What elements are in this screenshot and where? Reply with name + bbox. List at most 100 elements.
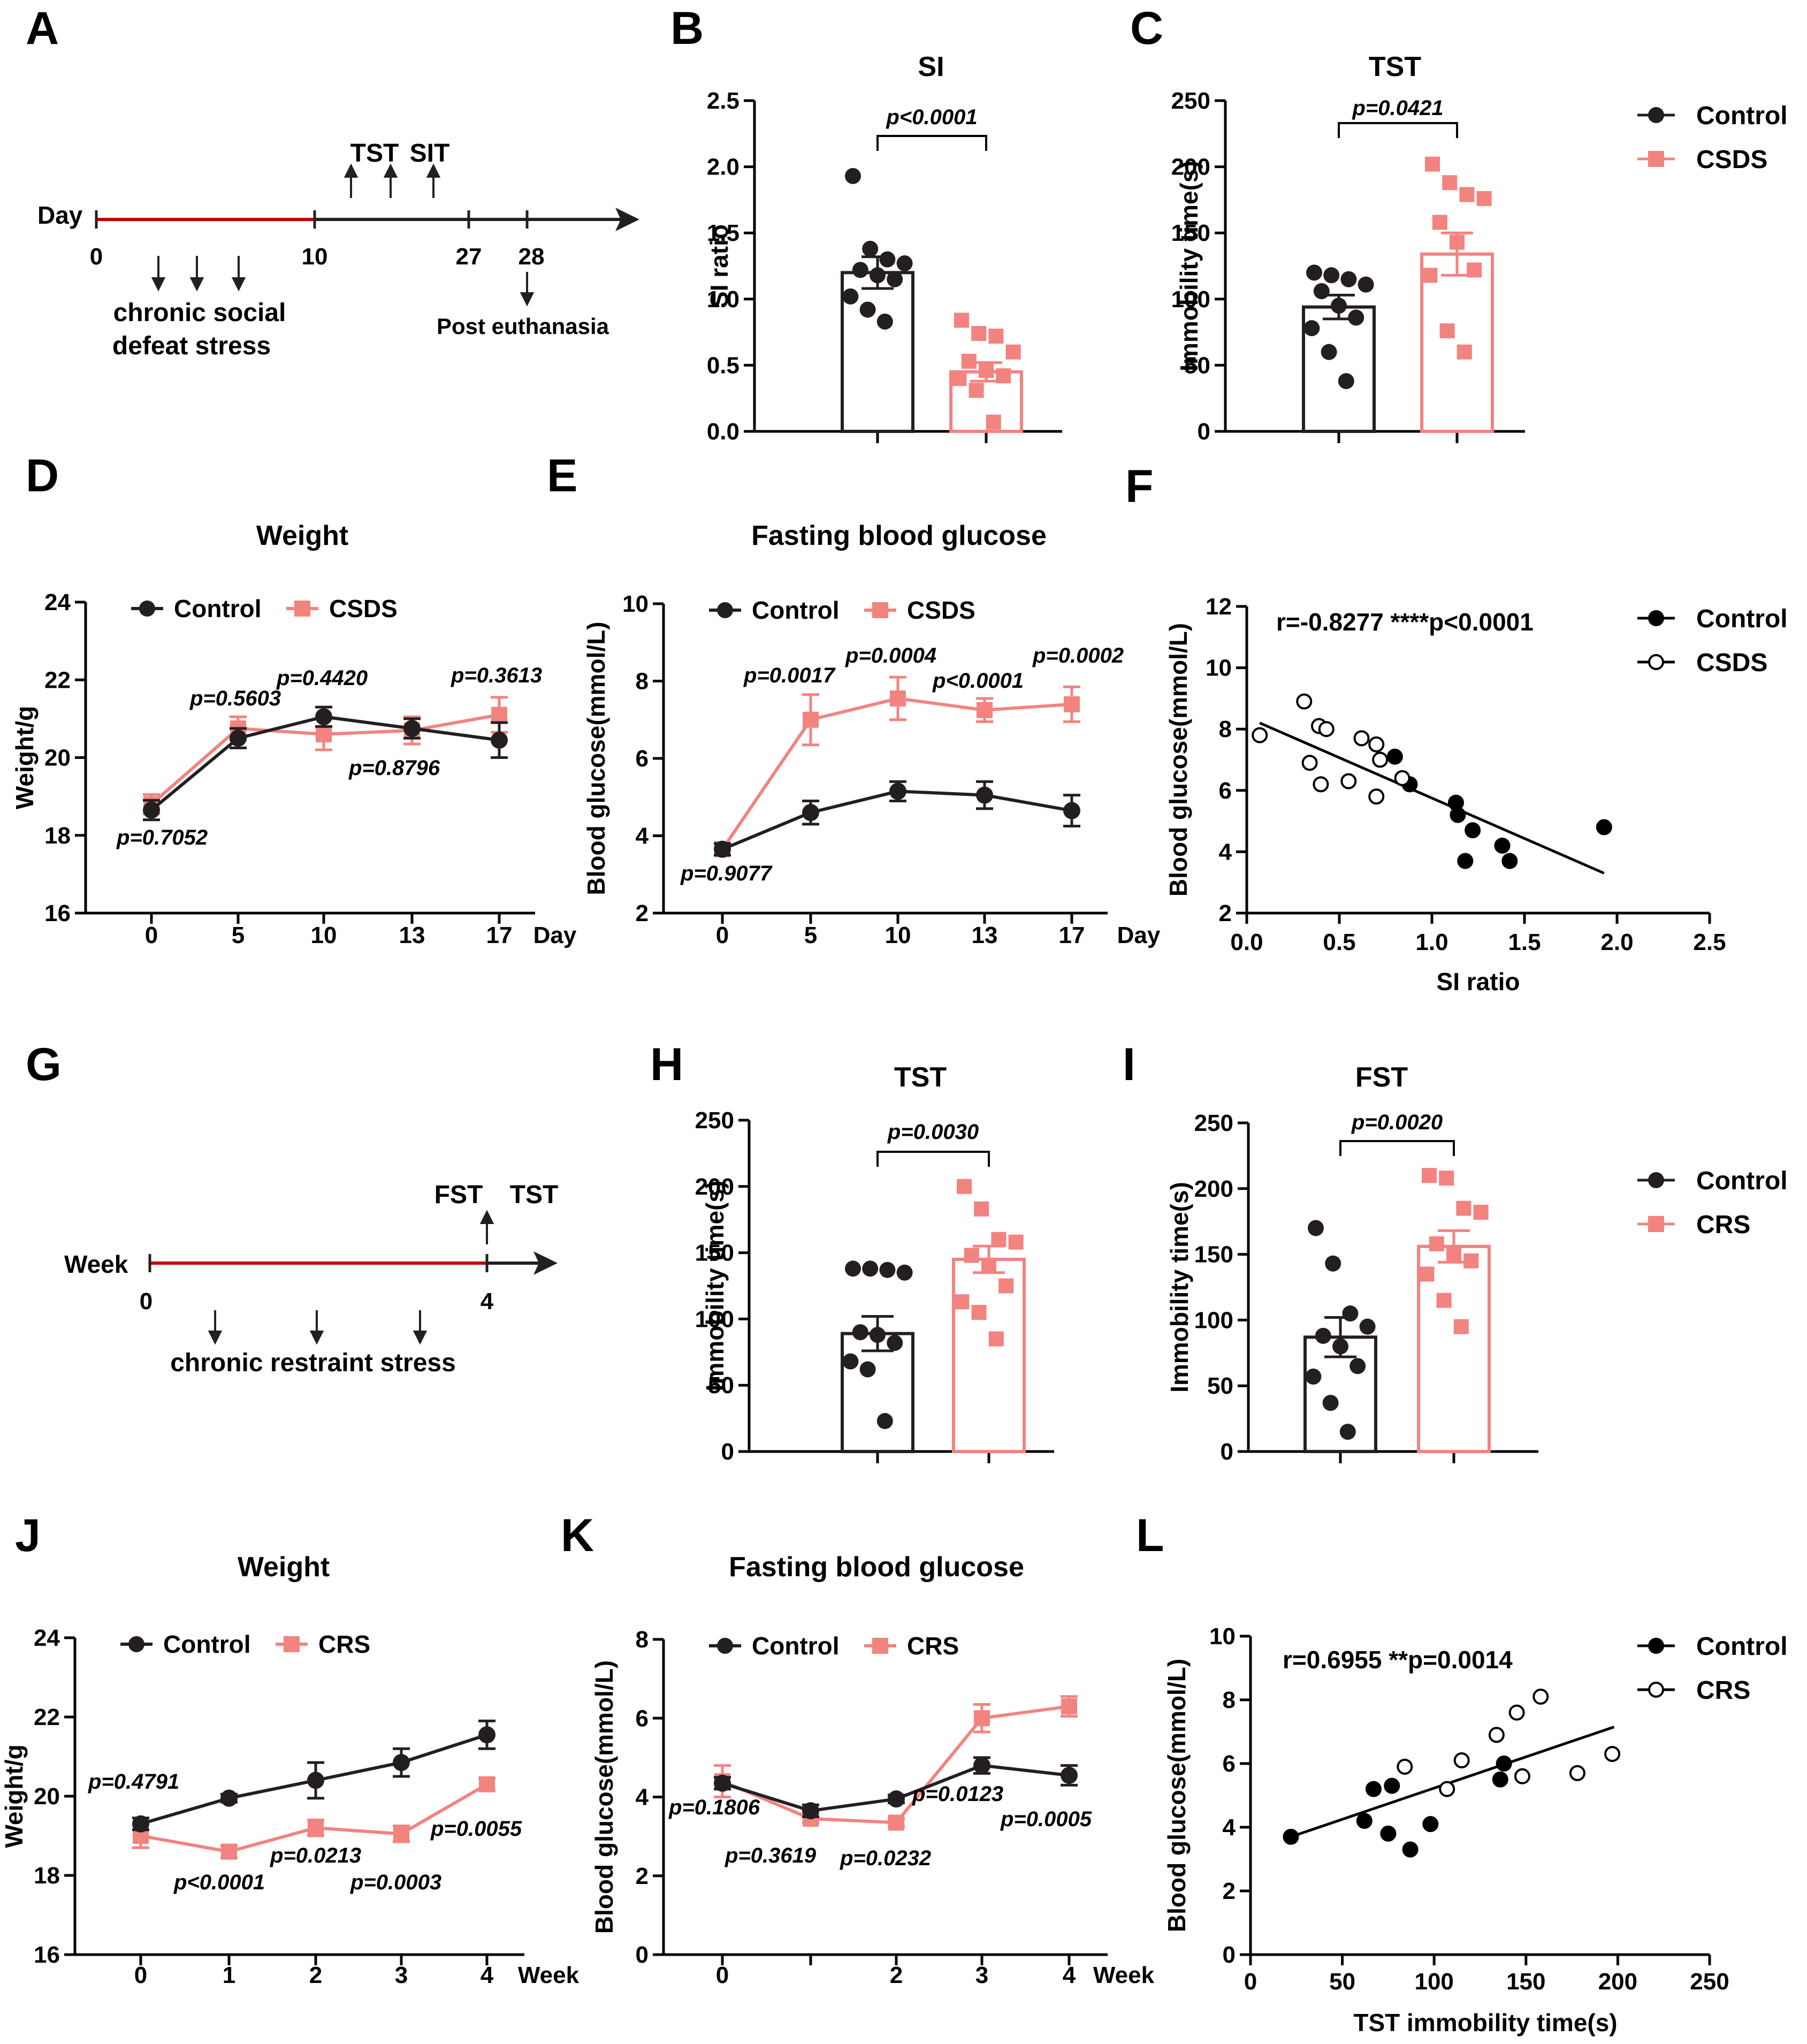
- chart-l-ytick-label-4: 8: [1223, 1687, 1236, 1713]
- chart-f-ytick-label-0: 2: [1219, 900, 1232, 926]
- chart-h-point-control-3: [896, 1264, 913, 1281]
- chart-f-point-control-3: [1450, 807, 1466, 823]
- panel-letter-d: D: [26, 450, 59, 501]
- chart-l-xtick-label-2: 100: [1414, 1969, 1453, 1995]
- chart-l-x-axis-label: TST immobility time(s): [1353, 2009, 1617, 2037]
- legend-l-marker-stress: [1648, 1682, 1664, 1698]
- chart-h-point-stress-5: [981, 1258, 996, 1274]
- chart-d-ytick-label-0: 16: [44, 900, 71, 926]
- chart-i-point-control-8: [1322, 1395, 1339, 1411]
- chart-c: 0 50 100 150 200 250 Immobility time(s) TST p=0.…: [1171, 51, 1525, 445]
- chart-e-marker-control-0: [714, 840, 731, 858]
- chart-k-annotation-1: p=0.3619: [725, 1844, 817, 1867]
- chart-j-marker-stress-1: [221, 1843, 237, 1860]
- chart-h-point-control-6: [887, 1334, 903, 1351]
- chart-l-ytick-label-5: 10: [1209, 1623, 1236, 1650]
- chart-k-ytick-label-4: 8: [636, 1627, 649, 1653]
- chart-f-y-axis-label: Blood glucose(mmol/L): [1164, 623, 1192, 896]
- chart-e-xtick-label-2: 10: [885, 922, 911, 948]
- chart-l-point-control-1: [1356, 1813, 1373, 1829]
- chart-l-point-control-6: [1422, 1816, 1439, 1833]
- chart-e-ytick-label-3: 8: [636, 668, 649, 695]
- chart-h-point-stress-6: [998, 1278, 1014, 1294]
- chart-c-point-stress-0: [1425, 156, 1440, 172]
- chart-d-xtick-label-1: 5: [232, 922, 245, 948]
- chart-k-xtick-label-4: 4: [1063, 1962, 1076, 1988]
- timeline-a-stress-text-line1: chronic social: [113, 299, 286, 327]
- chart-k-marker-control-3: [973, 1757, 990, 1774]
- chart-e-marker-stress-4: [1064, 696, 1080, 712]
- chart-h-y-axis-label: Immobility time(s): [701, 1181, 729, 1392]
- chart-e-annotation-2: p=0.0004: [845, 644, 936, 667]
- chart-h-point-control-7: [842, 1353, 859, 1370]
- chart-h-point-control-0: [845, 1260, 861, 1277]
- chart-i-ytick-label-2: 100: [1194, 1307, 1233, 1333]
- legend-f-label-stress: CSDS: [1696, 649, 1767, 677]
- chart-h-ytick-label-0: 0: [721, 1439, 734, 1465]
- chart-b: 0.0 0.5 1.0 1.5 2.0 2.5 SI ratio SI p<0.0001: [705, 51, 1062, 445]
- panel-letter-k: K: [561, 1510, 594, 1561]
- chart-b-point-stress-4: [961, 353, 977, 369]
- chart-k-annotation-4: p=0.0005: [1000, 1807, 1092, 1831]
- chart-d-ytick-label-2: 20: [44, 745, 71, 771]
- chart-b-point-stress-0: [954, 313, 969, 328]
- chart-j-xtick-label-0: 0: [134, 1962, 147, 1988]
- panel-letter-b: B: [670, 3, 704, 54]
- panel-letter-i: I: [1123, 1039, 1135, 1090]
- chart-d-marker-control-1: [230, 730, 247, 747]
- chart-l-point-stress-0: [1397, 1758, 1413, 1775]
- timeline-g-tick-label-0: 0: [140, 1288, 153, 1314]
- chart-k-legend-label-control: Control: [752, 1632, 840, 1660]
- legend-f-marker-stress: [1648, 654, 1664, 670]
- chart-i-point-control-4: [1315, 1327, 1331, 1344]
- chart-b-point-stress-3: [1005, 344, 1021, 360]
- chart-l-point-control-8: [1496, 1756, 1512, 1772]
- chart-b-ytick-label-0: 0.0: [707, 419, 739, 445]
- chart-e-legend-label-control: Control: [752, 596, 840, 624]
- legend-i-marker-control: [1648, 1172, 1664, 1188]
- chart-j: 16 18 20 22 24 Weight/g Weight 0 1 2 3 4 Week Control…: [0, 1552, 580, 1988]
- chart-l-xtick-label-4: 200: [1598, 1969, 1637, 1995]
- panel-letter-h: H: [650, 1039, 683, 1090]
- chart-d-marker-control-0: [143, 801, 160, 819]
- chart-b-title: SI: [918, 51, 944, 82]
- panel-letter-l: L: [1136, 1510, 1164, 1561]
- chart-e-marker-stress-3: [977, 702, 993, 718]
- chart-l-stat-label: r=0.6955 **p=0.0014: [1283, 1646, 1513, 1674]
- chart-k: 0 2 4 6 8 Blood glucose(mmol/L) Fasting blood …: [590, 1552, 1155, 1988]
- chart-i-point-stress-8: [1436, 1293, 1452, 1308]
- chart-l-point-control-5: [1402, 1841, 1419, 1858]
- chart-b-point-stress-9: [986, 414, 1001, 430]
- legend-i-marker-stress: [1648, 1216, 1664, 1232]
- chart-h-title: TST: [894, 1062, 947, 1093]
- chart-i-point-stress-7: [1419, 1266, 1435, 1282]
- chart-l-ytick-label-0: 0: [1223, 1942, 1236, 1968]
- chart-h-point-stress-2: [991, 1232, 1007, 1247]
- chart-c-point-stress-5: [1450, 234, 1465, 250]
- chart-h-point-control-9: [876, 1413, 893, 1430]
- chart-b-point-control-9: [876, 313, 893, 330]
- chart-i-ytick-label-4: 200: [1194, 1176, 1233, 1202]
- chart-l-point-stress-4: [1508, 1704, 1525, 1721]
- timeline-g-stress-text: chronic restraint stress: [170, 1349, 456, 1377]
- chart-b-point-control-2: [879, 251, 896, 268]
- legend-i-label-control: Control: [1696, 1167, 1788, 1195]
- chart-d-xtick-label-2: 10: [311, 922, 337, 948]
- legend-f: Control CSDS: [1637, 605, 1788, 677]
- chart-d-ytick-label-3: 22: [44, 667, 71, 693]
- chart-f-point-control-5: [1457, 853, 1474, 869]
- chart-k-ytick-label-1: 2: [636, 1863, 649, 1889]
- chart-h-point-stress-3: [1008, 1234, 1024, 1250]
- chart-d-title: Weight: [256, 520, 348, 551]
- timeline-g-arrows: [208, 1210, 494, 1345]
- chart-i-point-control-0: [1308, 1220, 1324, 1236]
- chart-j-marker-control-2: [307, 1772, 324, 1789]
- chart-f-ytick-label-4: 10: [1206, 655, 1232, 681]
- chart-l-ytick-label-2: 4: [1223, 1814, 1236, 1841]
- chart-e-marker-control-4: [1063, 802, 1080, 819]
- legend-i-label-stress: CRS: [1696, 1211, 1750, 1239]
- chart-d-legend-marker-control: [139, 601, 155, 617]
- chart-j-legend-marker-control: [128, 1636, 144, 1652]
- legend-c-marker-stress: [1648, 151, 1664, 167]
- chart-b-point-control-8: [859, 301, 876, 318]
